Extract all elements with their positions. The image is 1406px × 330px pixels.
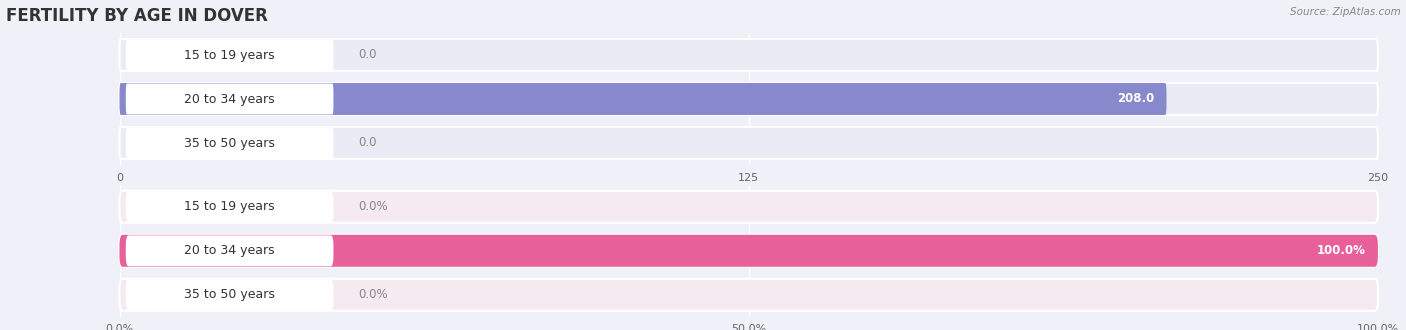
Text: 0.0: 0.0 — [359, 49, 377, 61]
FancyBboxPatch shape — [125, 127, 333, 158]
FancyBboxPatch shape — [120, 83, 1378, 115]
FancyBboxPatch shape — [120, 279, 1378, 311]
FancyBboxPatch shape — [120, 83, 1167, 115]
Text: 35 to 50 years: 35 to 50 years — [184, 288, 276, 301]
Text: 15 to 19 years: 15 to 19 years — [184, 200, 276, 213]
FancyBboxPatch shape — [120, 39, 1378, 71]
FancyBboxPatch shape — [125, 279, 333, 310]
FancyBboxPatch shape — [120, 235, 1378, 267]
FancyBboxPatch shape — [125, 40, 333, 71]
FancyBboxPatch shape — [125, 235, 333, 266]
Text: 208.0: 208.0 — [1116, 92, 1154, 106]
FancyBboxPatch shape — [120, 191, 1378, 223]
Text: Source: ZipAtlas.com: Source: ZipAtlas.com — [1289, 7, 1400, 16]
Text: 0.0: 0.0 — [359, 137, 377, 149]
Text: 15 to 19 years: 15 to 19 years — [184, 49, 276, 61]
Text: 0.0%: 0.0% — [359, 200, 388, 213]
FancyBboxPatch shape — [120, 235, 1378, 267]
Text: 20 to 34 years: 20 to 34 years — [184, 244, 276, 257]
FancyBboxPatch shape — [120, 127, 1378, 159]
FancyBboxPatch shape — [125, 83, 333, 115]
Text: 20 to 34 years: 20 to 34 years — [184, 92, 276, 106]
FancyBboxPatch shape — [125, 191, 333, 222]
Text: 35 to 50 years: 35 to 50 years — [184, 137, 276, 149]
Text: 100.0%: 100.0% — [1316, 244, 1365, 257]
Text: FERTILITY BY AGE IN DOVER: FERTILITY BY AGE IN DOVER — [6, 7, 267, 25]
Text: 0.0%: 0.0% — [359, 288, 388, 301]
